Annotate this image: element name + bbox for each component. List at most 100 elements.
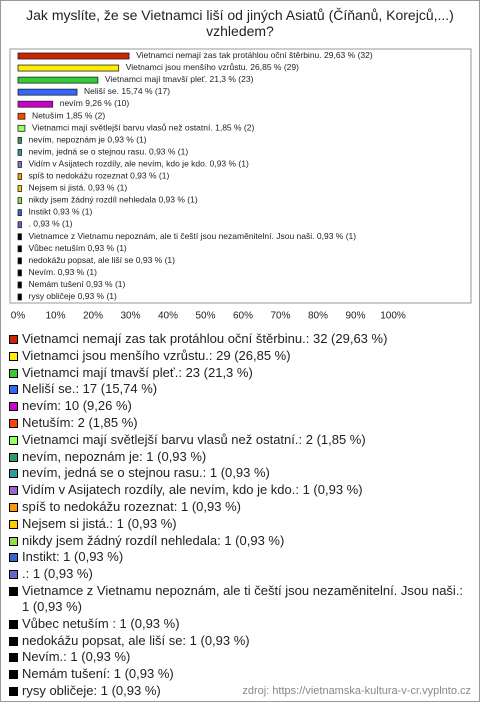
category-label: nedokážu popsat, ale liší se <box>28 255 133 265</box>
legend-swatch <box>9 519 18 529</box>
bar-label: nedokážu popsat, ale liší se 0,93 % (1) <box>28 255 175 265</box>
bar <box>17 124 26 132</box>
legend-item: rysy obličeje: 1 (0,93 %) <box>9 683 471 699</box>
bar <box>17 209 22 217</box>
legend-swatch <box>9 636 18 646</box>
legend-swatch <box>9 335 18 344</box>
category-label: Neliší se. <box>84 86 119 96</box>
category-label: nevím <box>60 98 83 108</box>
bar-label: nevím, nepoznám je 0,93 % (1) <box>28 135 146 145</box>
x-tick-label: 40% <box>158 311 178 322</box>
legend-swatch <box>9 619 18 629</box>
category-label: Vůbec netuším <box>28 243 87 253</box>
bar-label: spíš to nedokážu rozeznat 0,93 % (1) <box>28 171 169 181</box>
bar-label: nevím 9,26 % (10) <box>60 98 130 108</box>
legend-item: nedokážu popsat, ale liší se: 1 (0,93 %) <box>9 633 471 649</box>
bar-label: Vietnamci jsou menšího vzrůstu. 26,85 % … <box>126 62 299 72</box>
legend-label: spíš to nedokážu rozeznat: 1 (0,93 %) <box>22 498 241 514</box>
value-label: 1,85 % (2) <box>66 111 105 121</box>
legend-label: Nemám tušení: 1 (0,93 %) <box>22 666 174 682</box>
value-label: 9,26 % (10) <box>85 98 129 108</box>
value-label: 0,93 % (1) <box>33 219 72 229</box>
category-label: Vietnamci nemají zas tak protáhlou oční … <box>136 50 322 60</box>
value-label: 1,85 % (2) <box>215 123 254 133</box>
legend-item: nevím: 10 (9,26 %) <box>9 398 471 414</box>
bar <box>17 233 22 241</box>
legend-item: Vidím v Asijatech rozdíly, ale nevím, kd… <box>9 482 471 498</box>
legend-label: Neliší se.: 17 (15,74 %) <box>22 381 158 397</box>
legend-item: Instikt: 1 (0,93 %) <box>9 549 471 565</box>
value-label: 0,93 % (1) <box>130 171 169 181</box>
legend-item: Vietnamce z Vietnamu nepoznám, ale ti če… <box>9 583 471 615</box>
legend-item: Vietnamci nemají zas tak protáhlou oční … <box>9 331 471 347</box>
bar <box>17 112 26 120</box>
legend-item: spíš to nedokážu rozeznat: 1 (0,93 %) <box>9 499 471 515</box>
category-label: Nevím. <box>28 267 55 277</box>
legend-swatch <box>9 502 18 512</box>
legend-swatch <box>9 536 18 546</box>
legend-label: Vietnamci mají tmavší pleť.: 23 (21,3 %) <box>22 364 253 380</box>
category-label: Vidím v Asijatech rozdíly, ale nevím, kd… <box>28 159 207 169</box>
source: zdroj: https://vietnamska-kultura-v-cr.v… <box>242 685 471 697</box>
bar <box>17 197 22 205</box>
bar-label: Vidím v Asijatech rozdíly, ale nevím, kd… <box>28 159 249 169</box>
bar <box>17 293 22 301</box>
category-label: Instikt <box>28 207 51 217</box>
legend-swatch <box>9 570 18 580</box>
legend-item: Nemám tušení: 1 (0,93 %) <box>9 666 471 682</box>
legend-swatch <box>9 486 18 496</box>
chart: 0% 10% 20% 30% 40% 50% 60% 70% 80% 90% 100% Vietnam… <box>9 48 472 322</box>
legend-item: Vietnamci mají tmavší pleť.: 23 (21,3 %) <box>9 365 471 381</box>
legend-label: nikdy jsem žádný rozdíl nehledala: 1 (0,… <box>22 532 285 548</box>
category-label: Vietnamci mají tmavší pleť. <box>105 74 207 84</box>
bar-label: . 0,93 % (1) <box>28 219 72 229</box>
category-label: nikdy jsem žádný rozdíl nehledala <box>28 195 156 205</box>
category-label: Nejsem si jistá. <box>28 183 85 193</box>
legend-item: Nejsem si jistá.: 1 (0,93 %) <box>9 516 471 532</box>
value-label: 0,93 % (1) <box>317 231 356 241</box>
legend-swatch <box>9 586 18 596</box>
legend-swatch <box>9 435 18 445</box>
legend-label: Vůbec netuším : 1 (0,93 %) <box>22 615 180 631</box>
value-label: 0,93 % (1) <box>107 135 146 145</box>
legend-item: Vietnamci jsou menšího vzrůstu.: 29 (26,… <box>9 348 471 364</box>
chart-title: Jak myslíte, že se Vietnamci liší od jin… <box>26 7 454 39</box>
legend-swatch <box>9 670 18 680</box>
legend: Vietnamci nemají zas tak protáhlou oční … <box>9 331 471 700</box>
x-tick-label: 80% <box>308 311 328 322</box>
value-label: 0,93 % (1) <box>58 267 97 277</box>
bar-label: Vietnamci mají tmavší pleť. 21,3 % (23) <box>105 74 254 84</box>
x-tick-label: 30% <box>120 311 140 322</box>
bar-label: Vietnamce z Vietnamu nepoznám, ale ti če… <box>28 231 356 241</box>
value-label: 15,74 % (17) <box>121 86 170 96</box>
value-label: 0,93 % (1) <box>88 243 127 253</box>
value-label: 29,63 % (32) <box>324 50 373 60</box>
bar <box>17 173 22 180</box>
bar-label: Vůbec netuším 0,93 % (1) <box>28 243 126 253</box>
bar-label: Nejsem si jistá. 0,93 % (1) <box>28 183 127 193</box>
bar-label: Neliší se. 15,74 % (17) <box>84 86 170 96</box>
bar <box>17 76 99 84</box>
legend-label: Vietnamce z Vietnamu nepoznám, ale ti če… <box>22 582 464 614</box>
legend-label: nevím: 10 (9,26 %) <box>22 398 132 414</box>
bar-label: Instikt 0,93 % (1) <box>28 207 92 217</box>
legend-swatch <box>9 553 18 563</box>
bar <box>17 136 22 144</box>
bar <box>17 245 22 253</box>
bar-label: nevím, jedná se o stejnou rasu. 0,93 % (… <box>28 147 188 157</box>
bar-label: nikdy jsem žádný rozdíl nehledala 0,93 %… <box>28 195 197 205</box>
category-label: Vietnamci mají světlejší barvu vlasů než… <box>32 123 213 133</box>
legend-label: Vietnamci mají světlejší barvu vlasů než… <box>22 431 366 447</box>
value-label: 0,93 % (1) <box>136 255 175 265</box>
bar-label: Netuším 1,85 % (2) <box>32 111 105 121</box>
category-label: Netuším <box>32 111 64 121</box>
legend-swatch <box>9 469 18 479</box>
bar <box>17 269 22 277</box>
legend-label: .: 1 (0,93 %) <box>22 566 93 582</box>
legend-label: Netuším: 2 (1,85 %) <box>22 414 138 430</box>
bar <box>17 100 54 108</box>
bar <box>17 64 120 72</box>
value-label: 21,3 % (23) <box>209 74 253 84</box>
bar <box>17 281 22 289</box>
legend-label: Nevím.: 1 (0,93 %) <box>22 649 131 665</box>
